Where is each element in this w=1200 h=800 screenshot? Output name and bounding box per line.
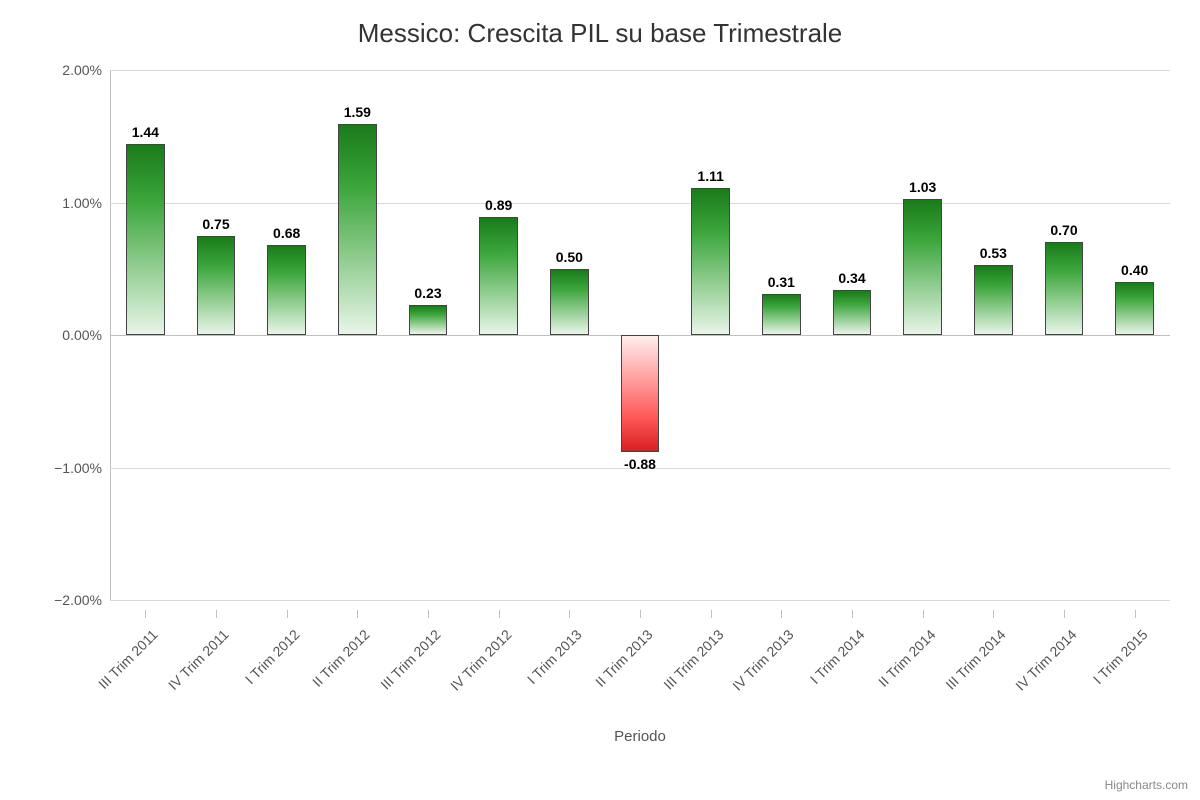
data-label: 0.53: [963, 245, 1023, 261]
data-label: 0.75: [186, 216, 246, 232]
x-tick: [428, 610, 429, 618]
y-tick-label: −2.00%: [22, 592, 102, 608]
data-label: 0.89: [469, 197, 529, 213]
x-tick: [569, 610, 570, 618]
x-tick: [993, 610, 994, 618]
y-tick-label: 1.00%: [22, 195, 102, 211]
bar[interactable]: [338, 124, 377, 335]
bar[interactable]: [762, 294, 801, 335]
bar[interactable]: [409, 305, 448, 335]
x-tick: [1135, 610, 1136, 618]
data-label: -0.88: [610, 456, 670, 472]
bar[interactable]: [833, 290, 872, 335]
x-tick: [145, 610, 146, 618]
y-tick-label: −1.00%: [22, 460, 102, 476]
x-tick: [781, 610, 782, 618]
bar[interactable]: [1045, 242, 1084, 335]
data-label: 0.31: [751, 274, 811, 290]
x-tick: [1064, 610, 1065, 618]
data-label: 1.44: [115, 124, 175, 140]
data-label: 0.34: [822, 270, 882, 286]
x-tick: [640, 610, 641, 618]
bar[interactable]: [691, 188, 730, 335]
data-label: 1.03: [893, 179, 953, 195]
x-tick: [499, 610, 500, 618]
y-tick-label: 0.00%: [22, 327, 102, 343]
gridline: [110, 600, 1170, 601]
x-axis-labels: Periodo III Trim 2011IV Trim 2011I Trim …: [110, 610, 1170, 740]
x-tick: [287, 610, 288, 618]
plot-area: 1.44 0.75 0.68 1.59 0.23 0.89 0.50 -0.88 1.11 0.3…: [110, 70, 1170, 600]
bar[interactable]: [621, 335, 660, 452]
x-tick: [357, 610, 358, 618]
bar[interactable]: [903, 199, 942, 335]
chart-container: Messico: Crescita PIL su base Trimestral…: [0, 0, 1200, 800]
data-label: 0.23: [398, 285, 458, 301]
bar[interactable]: [974, 265, 1013, 335]
gridline: [110, 70, 1170, 71]
bar[interactable]: [550, 269, 589, 335]
x-axis-title: Periodo: [110, 728, 1170, 745]
y-tick-label: 2.00%: [22, 62, 102, 78]
data-label: 0.50: [539, 249, 599, 265]
bar[interactable]: [479, 217, 518, 335]
bar[interactable]: [1115, 282, 1154, 335]
bar[interactable]: [197, 236, 236, 335]
x-tick: [711, 610, 712, 618]
data-label: 0.40: [1105, 262, 1165, 278]
bar[interactable]: [126, 144, 165, 335]
x-tick: [216, 610, 217, 618]
x-tick: [852, 610, 853, 618]
data-label: 1.11: [681, 168, 741, 184]
data-label: 0.68: [257, 225, 317, 241]
x-tick: [923, 610, 924, 618]
bar[interactable]: [267, 245, 306, 335]
data-label: 1.59: [327, 104, 387, 120]
data-label: 0.70: [1034, 222, 1094, 238]
chart-title: Messico: Crescita PIL su base Trimestral…: [0, 0, 1200, 49]
gridline: [110, 203, 1170, 204]
chart-credits[interactable]: Highcharts.com: [1105, 778, 1188, 792]
